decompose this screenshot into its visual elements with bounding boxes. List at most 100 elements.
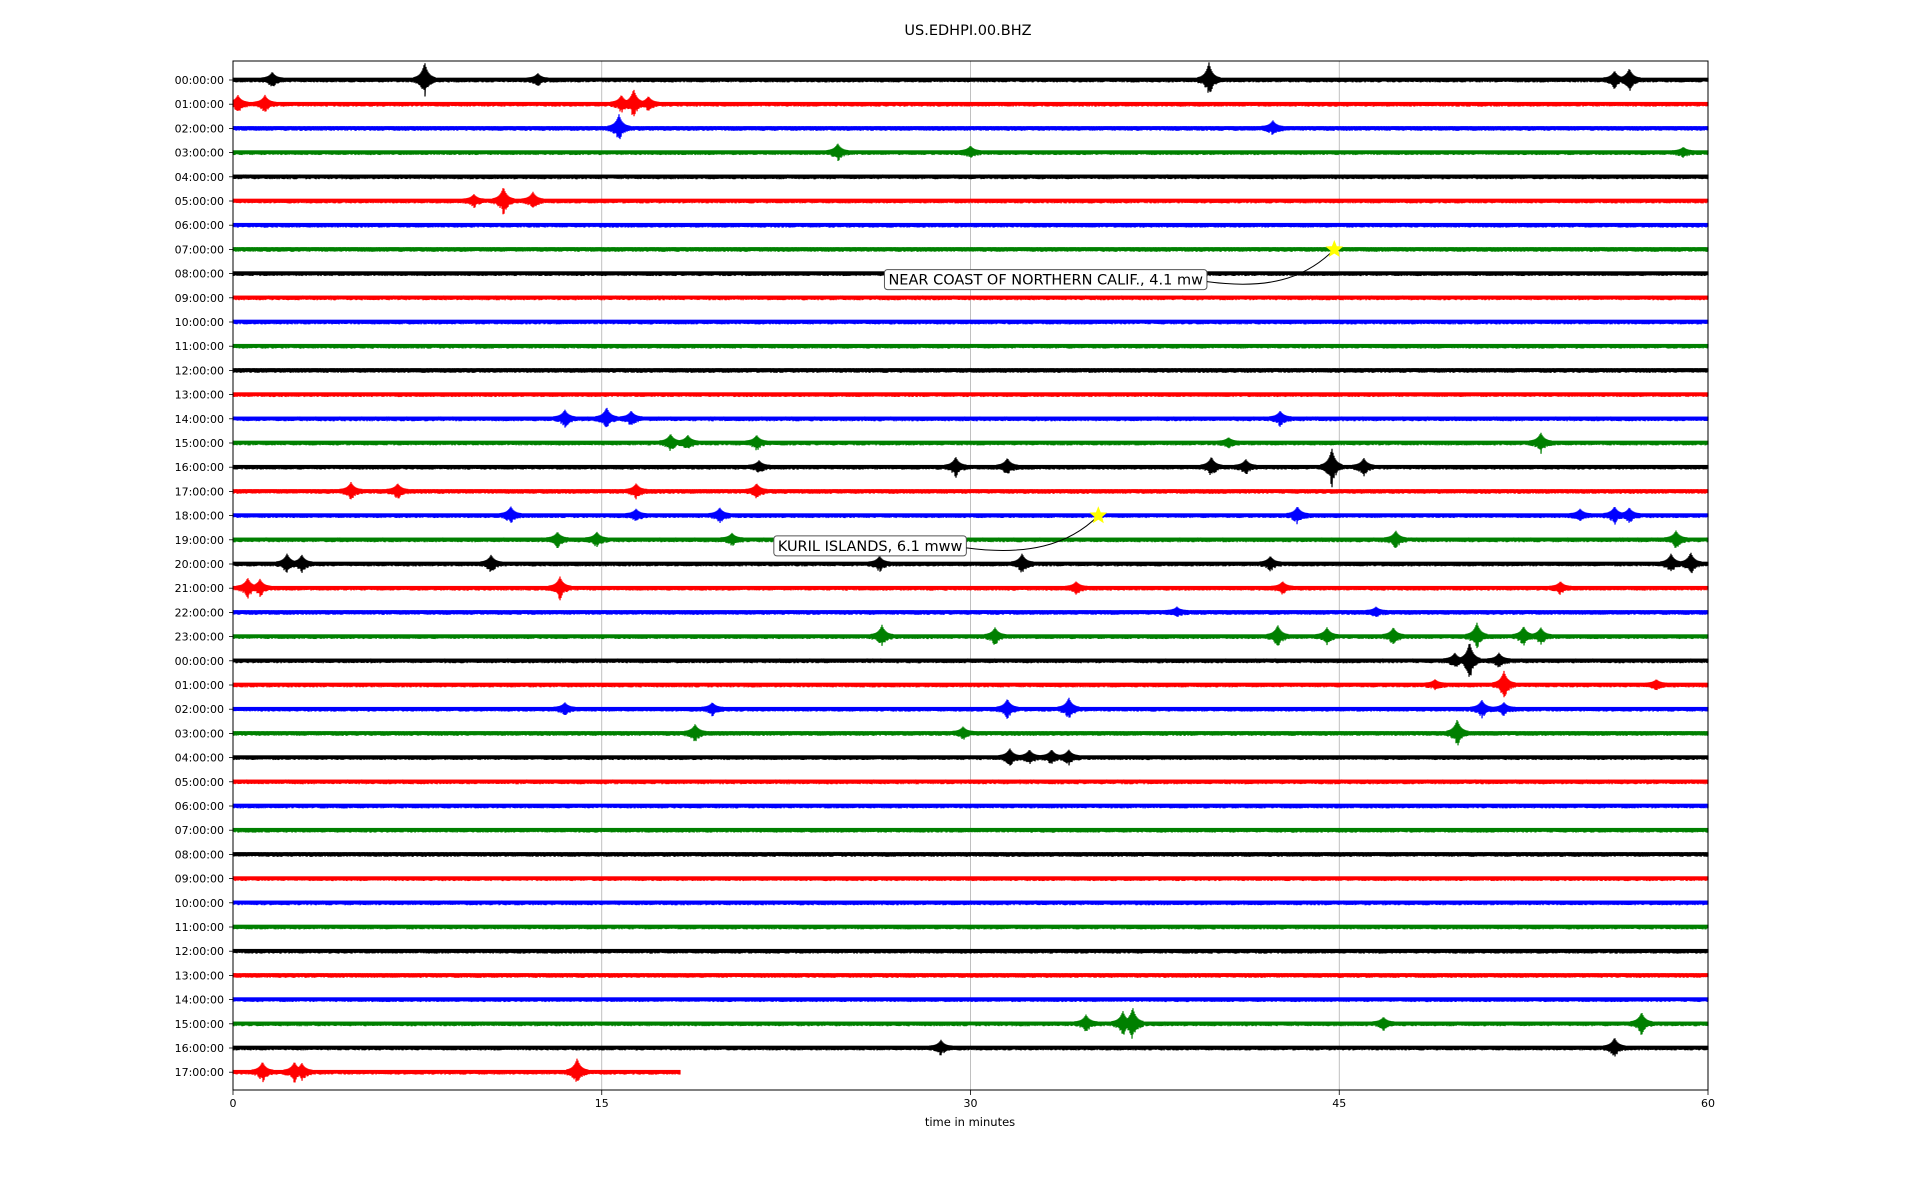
y-tick-label: 08:00:00 [175,268,224,281]
trace-row-28 [232,748,1709,766]
y-tick-label: 10:00:00 [175,897,224,910]
y-tick-label: 22:00:00 [175,606,224,619]
trace-row-29 [232,779,1709,785]
y-tick-label: 00:00:00 [175,74,224,87]
y-tick-label: 16:00:00 [175,461,224,474]
event-label-1: KURIL ISLANDS, 6.1 mww [778,539,963,555]
trace-row-25 [232,670,1709,698]
y-tick-label: 01:00:00 [175,98,224,111]
trace-row-20 [232,552,1709,574]
trace-row-7 [232,247,1709,252]
trace-row-34 [232,900,1709,906]
trace-row-41 [232,1058,681,1083]
y-tick-label: 12:00:00 [175,364,224,377]
seismic-traces [232,62,1709,1083]
y-tick-label: 10:00:00 [175,316,224,329]
y-tick-label: 14:00:00 [175,413,224,426]
y-tick-label: 00:00:00 [175,655,224,668]
y-tick-label: 09:00:00 [175,292,224,305]
y-tick-label: 18:00:00 [175,510,224,523]
trace-row-13 [232,392,1709,398]
x-tick-label: 30 [964,1097,978,1110]
y-tick-label: 07:00:00 [175,824,224,837]
trace-row-6 [232,222,1709,228]
trace-row-17 [232,481,1709,500]
trace-row-40 [232,1038,1709,1057]
trace-row-21 [232,576,1709,601]
trace-row-36 [232,948,1709,954]
event-label-0: NEAR COAST OF NORTHERN CALIF., 4.1 mw [888,273,1203,289]
y-tick-label: 04:00:00 [175,752,224,765]
y-tick-label: 15:00:00 [175,1018,224,1031]
event-label-box [773,535,967,557]
y-tick-label: 06:00:00 [175,219,224,232]
trace-row-2 [232,114,1709,140]
trace-row-19 [232,530,1709,548]
y-tick-label: 04:00:00 [175,171,224,184]
y-tick-label: 02:00:00 [175,122,224,135]
event-star-icon [1089,506,1108,524]
y-tick-label: 14:00:00 [175,994,224,1007]
chart-title: US.EDHPI.00.BHZ [904,23,1031,39]
y-tick-label: 19:00:00 [175,534,224,547]
event-connector [1206,249,1335,285]
y-tick-label: 08:00:00 [175,848,224,861]
trace-row-11 [232,343,1709,349]
trace-row-37 [232,973,1709,978]
x-tick-label: 0 [230,1097,237,1110]
y-tick-label: 21:00:00 [175,582,224,595]
trace-row-0 [232,62,1709,97]
y-tick-label: 03:00:00 [175,147,224,160]
y-tick-label: 02:00:00 [175,703,224,716]
x-axis-label: time in minutes [925,1115,1015,1129]
x-axis-ticks: 0 15 30 45 60 [230,1090,1715,1110]
trace-row-30 [232,803,1709,809]
trace-row-12 [232,368,1709,373]
trace-row-15 [232,432,1709,454]
event-annotations: NEAR COAST OF NORTHERN CALIF., 4.1 mw KUR… [773,240,1344,557]
vertical-grid [601,61,1340,1090]
y-tick-label: 23:00:00 [175,631,224,644]
y-tick-label: 11:00:00 [175,921,224,934]
trace-row-27 [232,719,1709,746]
y-tick-label: 20:00:00 [175,558,224,571]
trace-row-38 [232,997,1709,1003]
y-tick-label: 09:00:00 [175,873,224,886]
trace-row-1 [232,89,1709,117]
trace-row-3 [232,143,1709,162]
x-tick-label: 60 [1701,1097,1715,1110]
trace-row-14 [232,407,1709,428]
y-axis-row-labels: 00:00:00 01:00:00 02:00:00 03:00:00 04:00:00… [175,74,233,1079]
y-tick-label: 16:00:00 [175,1042,224,1055]
trace-row-9 [232,295,1709,301]
y-tick-label: 05:00:00 [175,195,224,208]
trace-row-35 [232,924,1709,930]
event-connector [966,515,1099,551]
y-tick-label: 17:00:00 [175,1066,224,1079]
trace-row-39 [232,1008,1709,1039]
trace-row-22 [232,606,1709,617]
event-label-box [883,269,1208,291]
trace-row-16 [232,448,1709,488]
y-tick-label: 06:00:00 [175,800,224,813]
y-tick-label: 01:00:00 [175,679,224,692]
trace-row-18 [232,506,1709,525]
trace-row-23 [232,622,1709,649]
y-tick-label: 11:00:00 [175,340,224,353]
trace-row-10 [232,319,1709,325]
y-tick-label: 15:00:00 [175,437,224,450]
event-star-icon [1325,240,1344,258]
trace-row-26 [232,697,1709,719]
x-tick-label: 15 [595,1097,609,1110]
y-tick-label: 03:00:00 [175,727,224,740]
x-tick-label: 45 [1332,1097,1346,1110]
trace-row-32 [232,852,1709,857]
y-tick-label: 13:00:00 [175,389,224,402]
y-tick-label: 17:00:00 [175,485,224,498]
y-tick-label: 13:00:00 [175,969,224,982]
trace-row-4 [232,174,1709,180]
y-tick-label: 05:00:00 [175,776,224,789]
trace-row-24 [232,643,1709,677]
